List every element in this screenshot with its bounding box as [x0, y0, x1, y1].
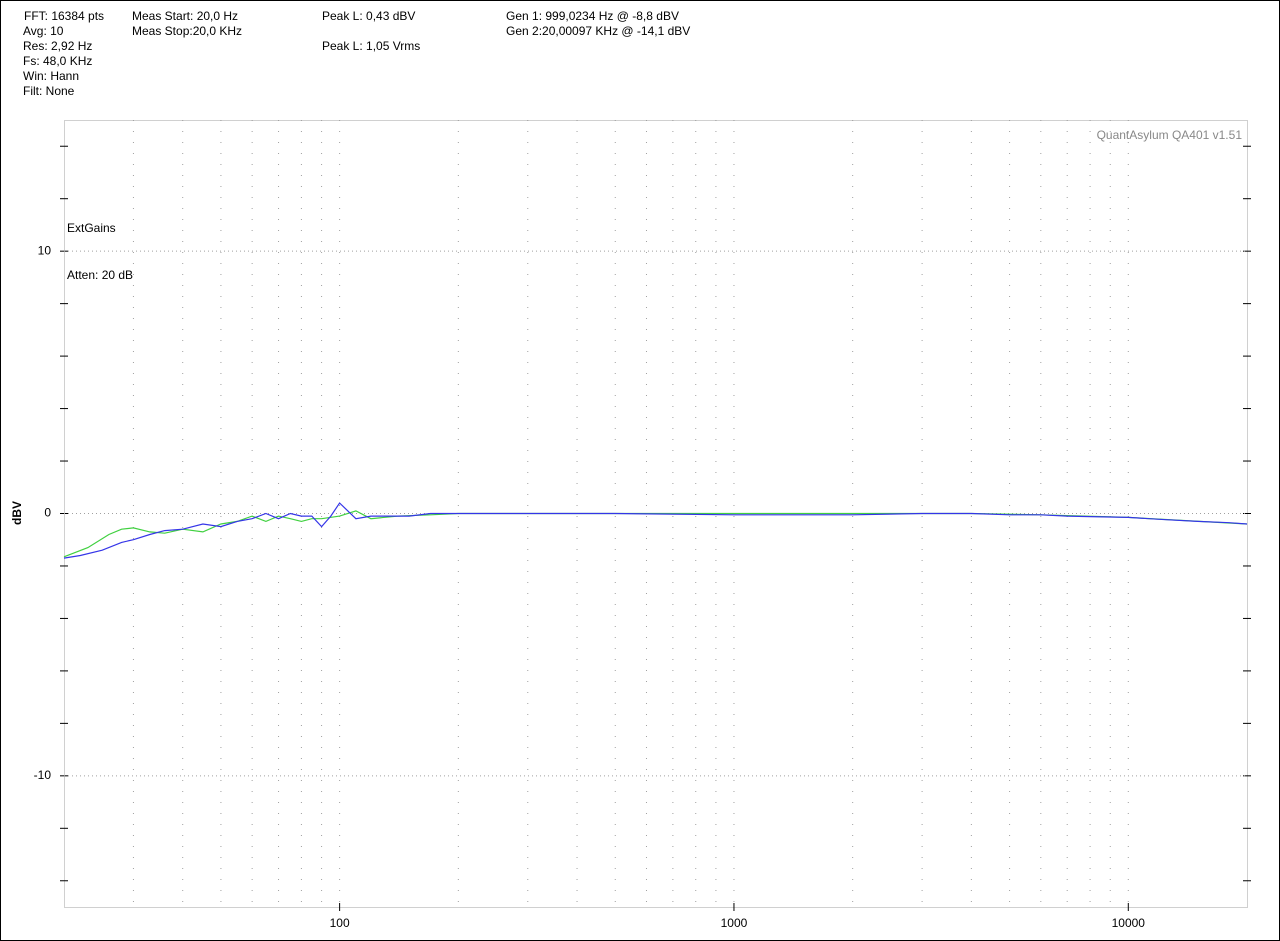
annotation: Atten: 20 dB	[67, 268, 133, 282]
info-text: Gen 1: 999,0234 Hz @ -8,8 dBV	[506, 9, 679, 23]
y-tick-label: 0	[44, 506, 51, 520]
info-text: FFT: 16384 pts	[24, 9, 104, 23]
info-text: Fs: 48,0 KHz	[23, 54, 92, 68]
annotation: ExtGains	[67, 221, 116, 235]
series-line	[63, 502, 1248, 559]
y-axis-label: dBV	[10, 501, 24, 525]
info-text: Meas Start: 20,0 Hz	[132, 9, 238, 23]
info-text: Filt: None	[23, 84, 75, 98]
info-text: Win: Hann	[23, 69, 79, 83]
info-text: Gen 2:20,00097 KHz @ -14,1 dBV	[506, 24, 690, 38]
info-text: Peak L: 0,43 dBV	[322, 9, 415, 23]
info-text: Peak L: 1,05 Vrms	[322, 39, 420, 53]
y-tick-label: -10	[34, 768, 52, 782]
version-label: QuantAsylum QA401 v1.51	[1097, 128, 1243, 142]
info-text: Avg: 10	[23, 24, 64, 38]
series-line	[63, 510, 1248, 558]
x-tick-label: 100	[330, 916, 350, 930]
x-tick-label: 1000	[721, 916, 748, 930]
info-text: Res: 2,92 Hz	[23, 39, 92, 53]
y-tick-label: 10	[38, 243, 52, 257]
info-text: Meas Stop:20,0 KHz	[132, 24, 242, 38]
x-tick-label: 10000	[1112, 916, 1146, 930]
